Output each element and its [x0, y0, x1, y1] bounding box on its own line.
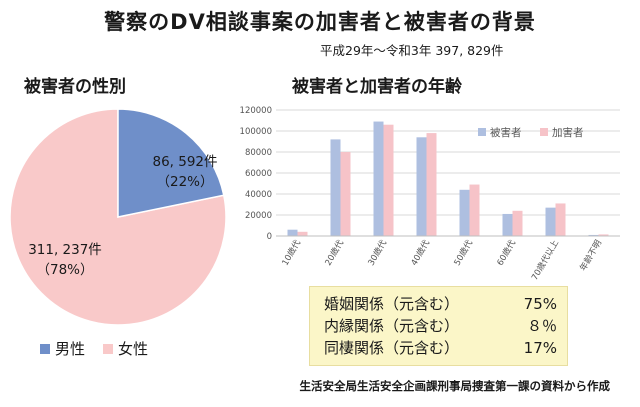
- bar-victim: [502, 213, 513, 236]
- legend-swatch-icon: [540, 128, 548, 136]
- bar-victim: [416, 137, 427, 236]
- y-tick-label: 80000: [245, 148, 272, 158]
- legend-male-label: 男性: [55, 340, 86, 358]
- x-tick-label: 10歳代: [280, 238, 304, 268]
- y-tick-label: 120000: [240, 106, 272, 116]
- bar-chart-heading: 被害者と加害者の年齢: [292, 77, 462, 97]
- bar-perpetrator: [512, 210, 523, 236]
- bar-victim: [330, 139, 341, 236]
- y-tick-label: 100000: [240, 127, 272, 137]
- legend-male: 男性: [40, 338, 85, 359]
- bar-victim: [459, 189, 470, 236]
- bar-perpetrator: [297, 231, 308, 236]
- relation-percent: 75%: [523, 295, 557, 313]
- x-tick-label: 20歳代: [323, 238, 347, 268]
- female-swatch-icon: [103, 343, 114, 354]
- pie-chart-heading: 被害者の性別: [24, 77, 126, 97]
- y-tick-label: 0: [267, 232, 272, 242]
- bar-perpetrator: [340, 152, 351, 236]
- female-percent: （78%）: [36, 262, 94, 278]
- x-tick-label: 40歳代: [409, 238, 433, 268]
- bar-perpetrator: [598, 234, 609, 236]
- x-tick-label: 70歳代以上: [529, 238, 561, 280]
- x-tick-label: 年齢不明: [578, 238, 605, 273]
- male-count: 86, 592件: [152, 154, 218, 170]
- relation-row: 内縁関係（元含む） ８％: [324, 315, 557, 337]
- male-percent: （22%）: [156, 174, 214, 190]
- bar-perpetrator: [383, 124, 394, 236]
- main-title: 警察のDV相談事案の加害者と被害者の背景: [104, 10, 536, 34]
- relation-row: 同棲関係（元含む） 17%: [324, 337, 557, 359]
- legend-female-label: 女性: [118, 340, 149, 358]
- x-tick-label: 60歳代: [495, 238, 519, 268]
- bar-chart: 0 20000 40000 60000 80000 100000 120000 10歳代 20歳…: [240, 106, 620, 280]
- y-tick-label: 60000: [245, 169, 272, 179]
- relation-label: 内縁関係（元含む）: [324, 317, 460, 335]
- pie-legend: 男性 女性: [40, 338, 148, 359]
- x-tick-label: 30歳代: [366, 238, 390, 268]
- pie-chart: [9, 108, 227, 326]
- period-note: 平成29年～令和3年 397, 829件: [320, 43, 504, 58]
- female-count: 311, 237件: [28, 242, 102, 258]
- legend-label: 加害者: [552, 126, 584, 139]
- bar-perpetrator: [469, 184, 480, 236]
- male-swatch-icon: [40, 343, 50, 354]
- legend-label: 被害者: [490, 126, 522, 139]
- pie-slice-male: [117, 108, 225, 218]
- bar-perpetrator: [426, 133, 437, 236]
- bar-victim: [545, 207, 556, 236]
- pie-label-male: 86, 592件 （22%）: [140, 152, 230, 192]
- pie-label-female: 311, 237件 （78%）: [10, 240, 120, 280]
- y-tick-label: 40000: [245, 190, 272, 200]
- bar-victim: [588, 234, 599, 236]
- relation-percent: 17%: [523, 339, 557, 357]
- relation-label: 同棲関係（元含む）: [324, 339, 460, 357]
- legend-swatch-icon: [478, 128, 486, 136]
- legend-female: 女性: [103, 338, 148, 359]
- source-note: 生活安全局生活安全企画課刑事局捜査第一課の資料から作成: [299, 379, 611, 393]
- bar-victim: [287, 229, 298, 236]
- y-tick-label: 20000: [245, 211, 272, 221]
- relationship-box: 婚姻関係（元含む） 75% 内縁関係（元含む） ８％ 同棲関係（元含む） 17%: [309, 286, 568, 366]
- x-tick-label: 50歳代: [452, 238, 476, 268]
- relation-percent: ８％: [526, 317, 557, 335]
- bar-perpetrator: [555, 203, 566, 236]
- relation-row: 婚姻関係（元含む） 75%: [324, 293, 557, 315]
- relation-label: 婚姻関係（元含む）: [324, 295, 460, 313]
- bar-victim: [373, 121, 384, 236]
